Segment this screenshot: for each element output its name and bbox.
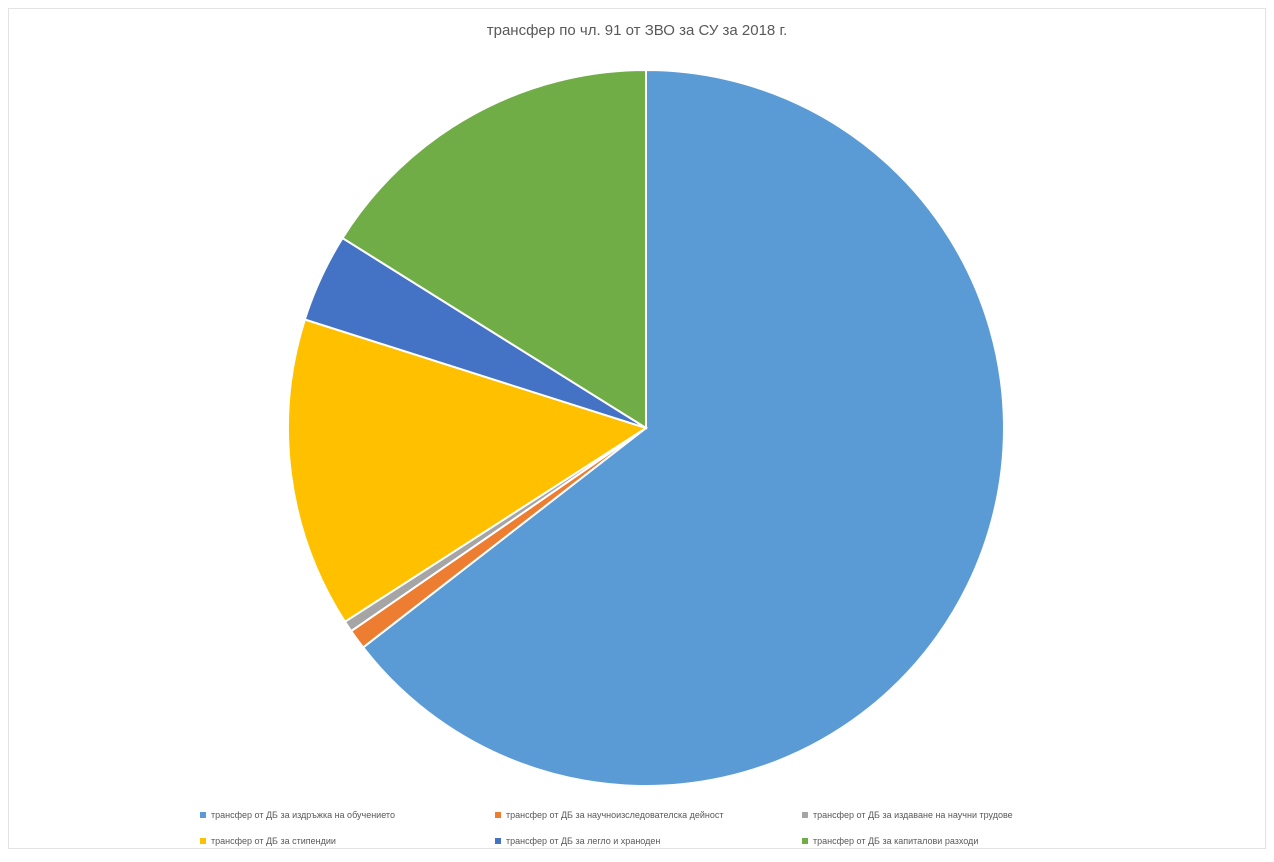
legend-label-tuition: трансфер от ДБ за издръжка на обучението — [211, 810, 395, 820]
legend-swatch-tuition — [200, 812, 206, 818]
legend-label-publications: трансфер от ДБ за издаване на научни тру… — [813, 810, 1013, 820]
legend-item-scholarships: трансфер от ДБ за стипендии — [200, 836, 336, 846]
legend-row-2: трансфер от ДБ за стипендии трансфер от … — [190, 836, 1090, 862]
legend-item-publications: трансфер от ДБ за издаване на научни тру… — [802, 810, 1013, 820]
pie-slice-capital — [341, 68, 647, 430]
legend-swatch-publications — [802, 812, 808, 818]
legend-label-capital: трансфер от ДБ за капиталови разходи — [813, 836, 979, 846]
legend-label-scholarships: трансфер от ДБ за стипендии — [211, 836, 336, 846]
legend-swatch-dormitory — [495, 838, 501, 844]
legend-label-dormitory: трансфер от ДБ за легло и храноден — [506, 836, 661, 846]
legend: трансфер от ДБ за издръжка на обучението… — [190, 810, 1090, 862]
legend-item-tuition: трансфер от ДБ за издръжка на обучението — [200, 810, 395, 820]
legend-swatch-scholarships — [200, 838, 206, 844]
legend-label-research: трансфер от ДБ за научноизследователска … — [506, 810, 724, 820]
legend-item-dormitory: трансфер от ДБ за легло и храноден — [495, 836, 660, 846]
legend-swatch-capital — [802, 838, 808, 844]
chart-title: трансфер по чл. 91 от ЗВО за СУ за 2018 … — [486, 22, 788, 39]
legend-item-research: трансфер от ДБ за научноизследователска … — [495, 810, 723, 820]
pie-slice-scholarships — [286, 318, 649, 624]
pie-slice-tuition — [361, 68, 1005, 787]
legend-row-1: трансфер от ДБ за издръжка на обучението… — [190, 810, 1090, 836]
legend-item-capital: трансфер от ДБ за капиталови разходи — [802, 836, 978, 846]
legend-swatch-research — [495, 812, 501, 818]
